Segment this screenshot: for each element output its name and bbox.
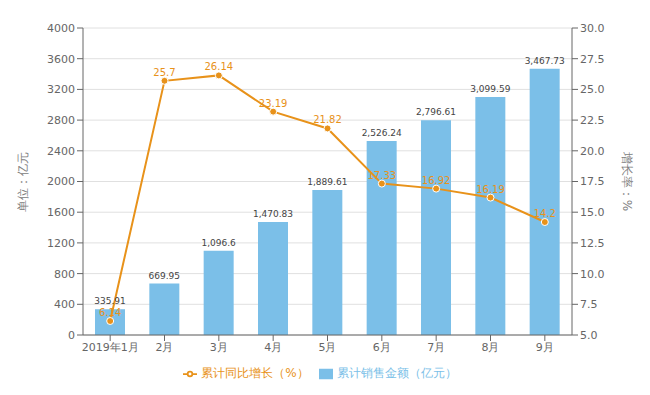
svg-text:7.5: 7.5 <box>580 298 598 311</box>
svg-text:8月: 8月 <box>482 341 500 354</box>
svg-text:15.0: 15.0 <box>580 206 605 219</box>
svg-text:增长率：%: 增长率：% <box>620 151 634 211</box>
svg-text:3,099.59: 3,099.59 <box>470 84 510 94</box>
svg-text:2000: 2000 <box>47 175 75 188</box>
svg-text:9月: 9月 <box>536 341 554 354</box>
svg-text:12.5: 12.5 <box>580 237 605 250</box>
svg-text:7月: 7月 <box>427 341 445 354</box>
svg-text:27.5: 27.5 <box>580 53 605 66</box>
svg-text:26.14: 26.14 <box>205 61 234 72</box>
svg-text:3600: 3600 <box>47 53 75 66</box>
svg-text:2019年1月: 2019年1月 <box>82 341 139 354</box>
svg-text:2,526.24: 2,526.24 <box>362 128 402 138</box>
svg-text:25.0: 25.0 <box>580 83 605 96</box>
svg-text:335.91: 335.91 <box>94 296 126 306</box>
svg-text:2400: 2400 <box>47 145 75 158</box>
svg-text:1,470.83: 1,470.83 <box>253 209 293 219</box>
svg-text:2800: 2800 <box>47 114 75 127</box>
svg-text:1600: 1600 <box>47 206 75 219</box>
svg-text:3,467.73: 3,467.73 <box>525 56 565 66</box>
svg-text:0: 0 <box>68 329 75 342</box>
svg-text:16.19: 16.19 <box>476 184 505 195</box>
svg-text:23.19: 23.19 <box>259 98 288 109</box>
svg-text:22.5: 22.5 <box>580 114 605 127</box>
svg-text:10.0: 10.0 <box>580 268 605 281</box>
svg-text:2月: 2月 <box>156 341 174 354</box>
svg-text:5月: 5月 <box>319 341 337 354</box>
svg-text:20.0: 20.0 <box>580 145 605 158</box>
svg-text:4月: 4月 <box>264 341 282 354</box>
svg-text:669.95: 669.95 <box>149 271 181 281</box>
svg-text:6.14: 6.14 <box>99 307 121 318</box>
svg-text:14.2: 14.2 <box>534 208 556 219</box>
svg-text:17.33: 17.33 <box>368 170 397 181</box>
html-text:累计销售金额（亿元）: 累计销售金额（亿元） <box>336 366 457 380</box>
svg-text:2,796.61: 2,796.61 <box>416 107 456 117</box>
svg-text:单位：亿元: 单位：亿元 <box>16 152 30 212</box>
svg-text:1200: 1200 <box>47 237 75 250</box>
svg-text:3月: 3月 <box>210 341 228 354</box>
svg-text:17.5: 17.5 <box>580 175 605 188</box>
svg-text:4000: 4000 <box>47 22 75 35</box>
svg-text:5.0: 5.0 <box>580 329 598 342</box>
svg-text:400: 400 <box>54 298 75 311</box>
svg-text:16.92: 16.92 <box>422 175 451 186</box>
svg-text:30.0: 30.0 <box>580 22 605 35</box>
svg-text:25.7: 25.7 <box>153 67 175 78</box>
svg-text:3200: 3200 <box>47 83 75 96</box>
svg-text:1,096.6: 1,096.6 <box>201 238 236 248</box>
svg-text:6月: 6月 <box>373 341 391 354</box>
html-text:累计同比增长（%）: 累计同比增长（%） <box>201 366 309 380</box>
svg-text:800: 800 <box>54 268 75 281</box>
svg-text:1,889.61: 1,889.61 <box>307 177 347 187</box>
svg-text:21.82: 21.82 <box>313 114 342 125</box>
